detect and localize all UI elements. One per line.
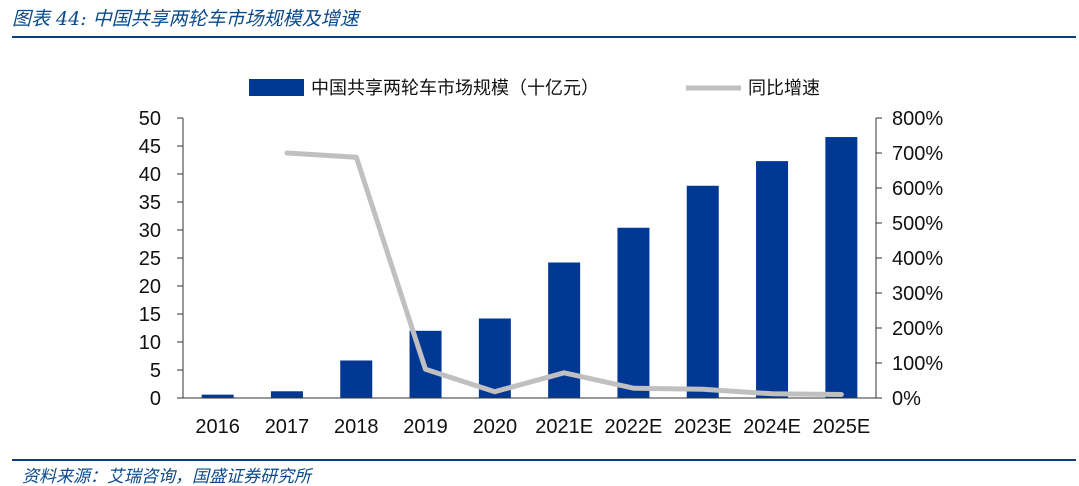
left-tick-label: 40 [139, 164, 161, 186]
bar-series [201, 137, 858, 399]
right-tick-label: 200% [892, 318, 943, 340]
left-tick-label: 25 [139, 248, 161, 270]
legend-bar-label: 中国共享两轮车市场规模（十亿元） [311, 78, 599, 99]
line-series [284, 150, 844, 397]
right-tick-label: 600% [892, 178, 943, 200]
x-tick-label: 2024E [743, 416, 801, 438]
left-tick-label: 35 [139, 192, 161, 214]
right-tick-label: 800% [892, 108, 943, 130]
left-tick-label: 45 [139, 136, 161, 158]
figure-source: 资料来源：艾瑞咨询，国盛证券研究所 [22, 467, 311, 486]
x-tick-label: 2021E [535, 416, 593, 438]
left-tick-label: 20 [139, 276, 161, 298]
left-tick-label: 5 [150, 360, 161, 382]
bar-2024E [756, 161, 789, 398]
right-tick-label: 300% [892, 283, 943, 305]
bar-2020 [478, 318, 511, 398]
left-tick-label: 15 [139, 304, 161, 326]
x-tick-label: 2019 [403, 416, 448, 438]
x-tick-label: 2020 [473, 416, 518, 438]
bar-2016 [201, 394, 234, 398]
left-tick-label: 0 [150, 388, 161, 410]
title-rule [12, 36, 1076, 38]
legend-line-label: 同比增速 [748, 78, 820, 99]
x-tick-label: 2018 [334, 416, 379, 438]
right-tick-label: 700% [892, 143, 943, 165]
growth-line [284, 150, 844, 397]
bar-2017 [270, 391, 303, 398]
left-tick-label: 50 [139, 108, 161, 130]
x-tick-label: 2023E [674, 416, 732, 438]
right-tick-label: 400% [892, 248, 943, 270]
left-tick-label: 30 [139, 220, 161, 242]
figure-title: 图表 44: 中国共享两轮车市场规模及增速 [12, 8, 359, 30]
x-tick-label: 2025E [812, 416, 870, 438]
right-tick-label: 500% [892, 213, 943, 235]
x-tick-label: 2017 [265, 416, 310, 438]
bar-2023E [686, 185, 719, 398]
bar-2022E [617, 227, 650, 398]
right-tick-label: 100% [892, 353, 943, 375]
left-tick-label: 10 [139, 332, 161, 354]
legend-bar-swatch [249, 79, 304, 96]
right-tick-label: 0% [892, 388, 921, 410]
axes: 051015202530354045500%100%200%300%400%50… [139, 108, 944, 438]
source-rule [12, 459, 1076, 461]
bar-2025E [825, 137, 858, 399]
x-tick-label: 2022E [605, 416, 663, 438]
legend: 中国共享两轮车市场规模（十亿元） 同比增速 [249, 78, 820, 99]
x-tick-label: 2016 [195, 416, 240, 438]
bar-2018 [340, 360, 373, 398]
